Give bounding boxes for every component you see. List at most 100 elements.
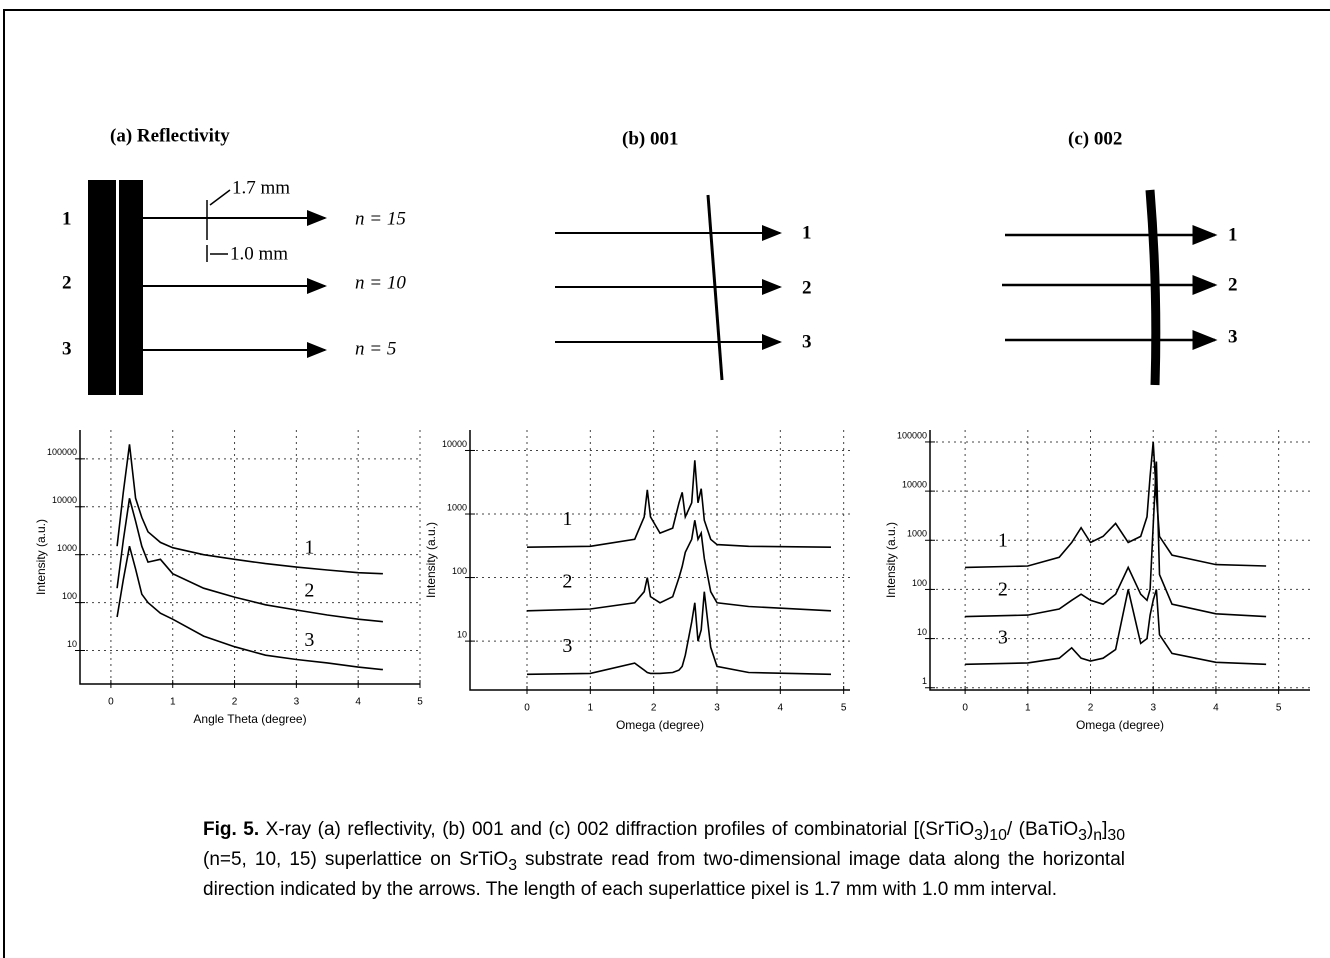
- row-label: 3: [62, 338, 72, 359]
- y-tick-label: 100: [62, 591, 77, 601]
- panel-title: (a) Reflectivity: [110, 125, 230, 146]
- caption-sub: 30: [1107, 826, 1125, 844]
- row-label: 1: [802, 222, 812, 243]
- y-tick-label: 10000: [52, 495, 77, 505]
- y-tick-label: 10: [67, 639, 77, 649]
- arrows: [1002, 225, 1218, 350]
- dim-label: 1.0 mm: [230, 243, 288, 264]
- caption-text: substrate read from two-dimensional imag…: [203, 848, 1125, 900]
- caption-sub: n: [1093, 826, 1103, 844]
- streak: [1145, 189, 1161, 386]
- x-axis-title: Angle Theta (degree): [193, 712, 306, 726]
- x-tick-label: 1: [1025, 703, 1031, 714]
- series-line: [116, 545, 383, 671]
- x-axis-title: Omega (degree): [616, 718, 704, 732]
- arrow-label: n = 15: [355, 208, 406, 229]
- caption: Fig. 5. X-ray (a) reflectivity, (b) 001 …: [203, 818, 1125, 902]
- x-tick-label: 5: [841, 703, 847, 714]
- streak: [706, 194, 724, 381]
- caption-text: X-ray (a) reflectivity, (b) 001 and (c) …: [259, 819, 975, 840]
- axis: [929, 430, 1310, 691]
- x-tick-label: 5: [1276, 703, 1282, 714]
- x-axis-title: Omega (degree): [1076, 718, 1164, 732]
- series-label: 3: [304, 629, 314, 651]
- x-tick-label: 1: [588, 703, 594, 714]
- y-tick-label: 1000: [57, 543, 77, 553]
- x-tick-label: 0: [108, 697, 114, 708]
- caption-text: ): [1086, 819, 1094, 840]
- arrows: [140, 210, 327, 358]
- caption-label: Fig. 5.: [203, 819, 260, 840]
- row-label: 2: [62, 272, 72, 293]
- x-tick-label: 1: [170, 697, 176, 708]
- dim-label: 1.7 mm: [232, 177, 290, 198]
- y-tick-label: 10000: [902, 479, 927, 489]
- y-axis-title: Intensity (a.u.): [34, 519, 48, 595]
- caption-sub: 3: [1078, 826, 1087, 844]
- y-tick-label: 100000: [47, 447, 77, 457]
- sample-strip: [88, 180, 116, 395]
- caption-text: ): [982, 819, 990, 840]
- series-label: 3: [562, 635, 572, 657]
- x-tick-label: 2: [232, 697, 238, 708]
- frame: [3, 9, 1330, 958]
- arrow-label: n = 10: [355, 272, 406, 293]
- series-label: 3: [998, 627, 1008, 649]
- series-line: [965, 589, 1267, 666]
- series-label: 1: [562, 508, 572, 530]
- panel-title: (c) 002: [1068, 128, 1122, 149]
- row-label: 3: [1228, 326, 1238, 347]
- row-label: 1: [1228, 224, 1238, 245]
- y-tick-label: 100: [452, 566, 467, 576]
- arrow-label: n = 5: [355, 338, 396, 359]
- caption-sub: 3: [508, 856, 517, 874]
- series-line: [526, 591, 832, 676]
- x-tick-label: 0: [524, 703, 530, 714]
- y-tick-label: 10: [457, 629, 467, 639]
- dim-marks: [206, 189, 231, 262]
- caption-text: / (BaTiO: [1006, 819, 1079, 840]
- x-tick-label: 4: [355, 697, 361, 708]
- caption-text: (n=5, 10, 15) superlattice on SrTiO: [203, 848, 509, 870]
- series-line: [965, 441, 1267, 569]
- y-tick-label: 1: [922, 676, 927, 686]
- x-tick-label: 0: [962, 703, 968, 714]
- x-tick-label: 5: [417, 697, 423, 708]
- series-line: [526, 520, 832, 612]
- series-line: [116, 498, 383, 623]
- series-label: 2: [998, 579, 1008, 601]
- x-tick-label: 4: [778, 703, 784, 714]
- row-label: 2: [802, 277, 812, 298]
- y-axis-title: Intensity (a.u.): [884, 522, 898, 598]
- x-tick-label: 2: [651, 703, 657, 714]
- y-axis-title: Intensity (a.u.): [424, 522, 438, 598]
- caption-sub: 3: [974, 826, 983, 844]
- panel-title: (b) 001: [622, 128, 678, 149]
- series-line: [526, 460, 832, 548]
- y-tick-label: 1000: [447, 502, 467, 512]
- row-label: 1: [62, 208, 72, 229]
- x-tick-label: 4: [1213, 703, 1219, 714]
- x-tick-label: 3: [1150, 703, 1156, 714]
- row-label: 2: [1228, 274, 1238, 295]
- y-tick-label: 100000: [897, 430, 927, 440]
- axis: [79, 430, 420, 685]
- series-label: 2: [304, 580, 314, 602]
- series-label: 1: [304, 537, 314, 559]
- x-tick-label: 3: [294, 697, 300, 708]
- y-tick-label: 100: [912, 578, 927, 588]
- x-tick-label: 3: [714, 703, 720, 714]
- series-line: [116, 444, 383, 575]
- axis: [469, 430, 850, 691]
- y-tick-label: 10000: [442, 439, 467, 449]
- sample-strip: [119, 180, 143, 395]
- arrows: [555, 225, 782, 350]
- caption-sub: 10: [989, 826, 1007, 844]
- x-tick-label: 2: [1088, 703, 1094, 714]
- series-line: [965, 461, 1267, 618]
- series-label: 2: [562, 571, 572, 593]
- row-label: 3: [802, 331, 812, 352]
- y-tick-label: 10: [917, 627, 927, 637]
